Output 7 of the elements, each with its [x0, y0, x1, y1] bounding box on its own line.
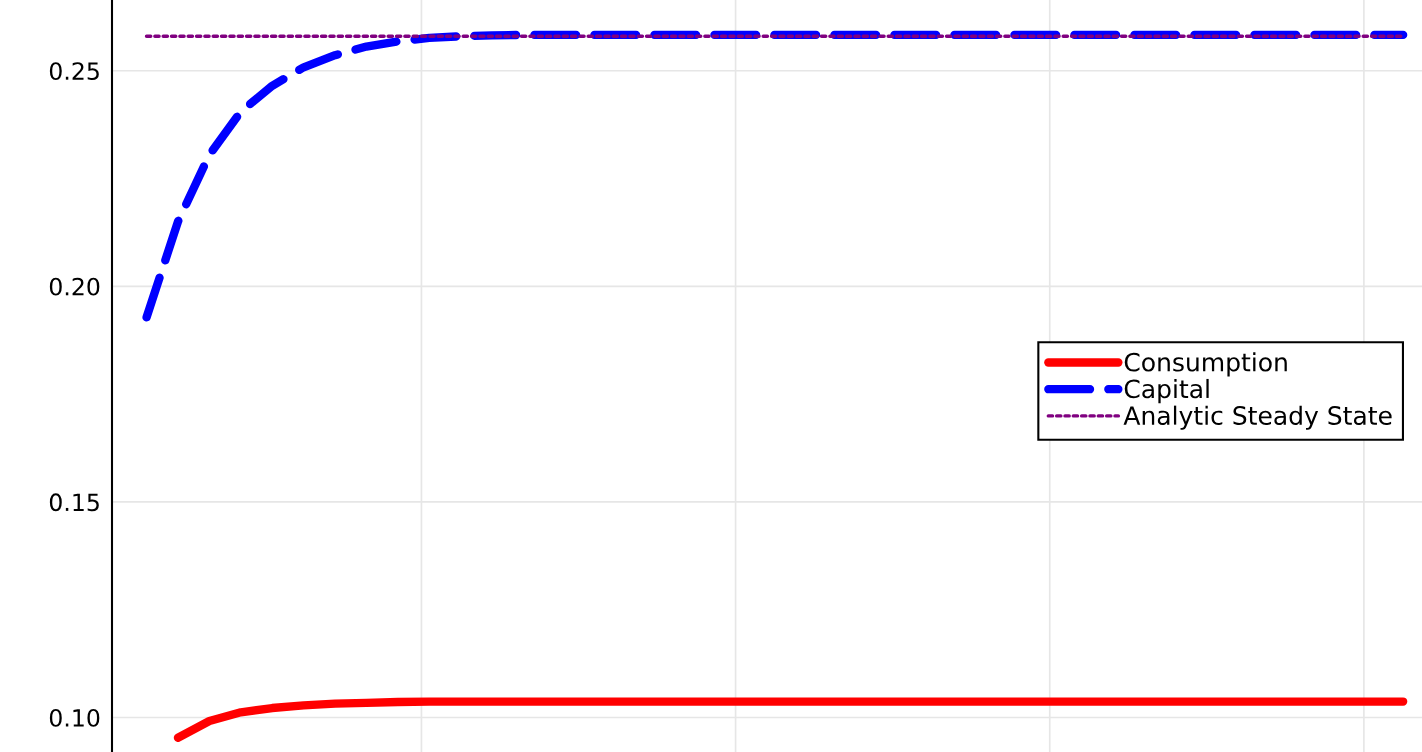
legend-label: Consumption: [1124, 352, 1287, 377]
legend-label: Analytic Steady State: [1123, 405, 1392, 430]
y-tick-label: 0.20: [49, 277, 100, 296]
y-tick-label: 0.25: [49, 62, 99, 81]
legend-label: Capital: [1124, 378, 1209, 404]
y-tick-label: 0.10: [49, 708, 100, 727]
y-tick-label: 0.15: [49, 493, 99, 512]
